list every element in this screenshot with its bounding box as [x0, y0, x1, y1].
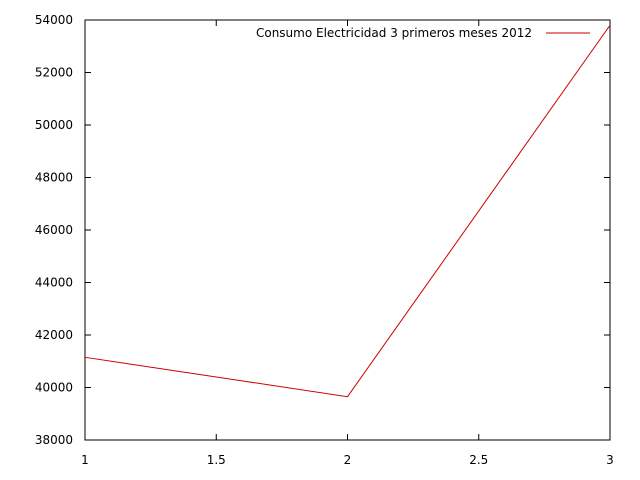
y-tick-label: 52000	[35, 66, 73, 80]
y-tick-label: 44000	[35, 276, 73, 290]
x-tick-label: 1.5	[207, 453, 226, 467]
x-tick-label: 1	[81, 453, 89, 467]
y-tick-label: 40000	[35, 381, 73, 395]
legend-label: Consumo Electricidad 3 primeros meses 20…	[256, 26, 532, 40]
legend: Consumo Electricidad 3 primeros meses 20…	[256, 26, 590, 40]
y-tick-label: 48000	[35, 171, 73, 185]
y-tick-label: 50000	[35, 118, 73, 132]
x-tick-label: 3	[606, 453, 614, 467]
y-tick-label: 38000	[35, 433, 73, 447]
y-tick-label: 42000	[35, 328, 73, 342]
series-layer	[84, 24, 611, 398]
y-tick-label: 54000	[35, 13, 73, 27]
x-axis-ticks: 1 1.5 2 2.5 3	[81, 20, 614, 467]
x-tick-label: 2.5	[469, 453, 488, 467]
x-tick-label: 2	[344, 453, 352, 467]
y-tick-label: 46000	[35, 223, 73, 237]
y-axis-ticks: 38000 40000 42000 44000 46000 48000 50000 52000…	[35, 13, 610, 447]
